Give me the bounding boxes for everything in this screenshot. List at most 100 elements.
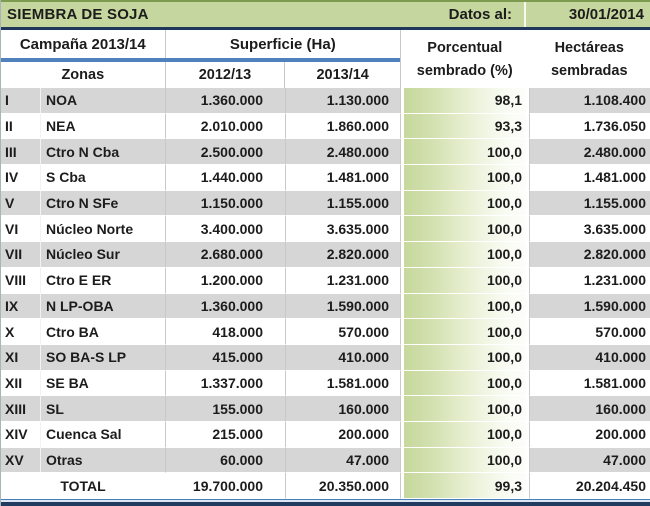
table-row: V Ctro N SFe 1.150.000 1.155.000 100,0 1… <box>1 190 650 217</box>
superficie-2012-cell: 1.360.000 <box>166 88 286 114</box>
percent-sown-cell: 93,3 <box>401 113 529 140</box>
hectares-sown-cell: 47.000 <box>529 447 650 474</box>
porcentual-header: Porcentual sembrado (%) <box>401 30 529 88</box>
percent-sown-cell: 100,0 <box>401 190 529 217</box>
bottom-border-rule-gap <box>1 500 650 502</box>
total-hectares-cell: 20.204.450 <box>529 473 650 499</box>
superficie-2012-cell: 155.000 <box>166 396 286 422</box>
percent-sown-cell: 100,0 <box>401 216 529 243</box>
total-superficie-2013-cell: 20.350.000 <box>286 473 401 499</box>
percent-sown-cell: 100,0 <box>401 165 529 191</box>
zone-name-cell: Ctro BA <box>41 319 166 345</box>
superficie-2013-cell: 1.481.000 <box>286 165 401 191</box>
hectares-sown-cell: 1.155.000 <box>529 190 650 217</box>
superficie-2013-cell: 1.231.000 <box>286 267 401 294</box>
superficie-header: Superficie (Ha) <box>229 35 336 53</box>
zone-name-cell: Otras <box>41 447 166 474</box>
superficie-2012-cell: 2.680.000 <box>166 242 286 268</box>
page-title: SIEMBRA DE SOJA <box>7 6 149 23</box>
hectares-sown-cell: 1.590.000 <box>529 293 650 320</box>
superficie-2012-cell: 1.337.000 <box>166 370 286 397</box>
superficie-2012-cell: 2.010.000 <box>166 113 286 140</box>
hectares-sown-cell: 410.000 <box>529 344 650 371</box>
porcentual-header-line1: Porcentual <box>427 39 503 56</box>
hectareas-header: Hectáreas sembradas <box>528 30 650 88</box>
superficie-2012-cell: 215.000 <box>166 421 286 448</box>
superficie-2013-cell: 1.155.000 <box>286 190 401 217</box>
table-row: XII SE BA 1.337.000 1.581.000 100,0 1.58… <box>1 370 650 397</box>
zone-number-cell: III <box>1 139 41 166</box>
zone-number-cell: VIII <box>1 267 41 294</box>
superficie-2013-cell: 47.000 <box>286 447 401 474</box>
zone-number-cell: XIII <box>1 396 41 422</box>
column-headers: Campaña 2013/14 Superficie (Ha) Zonas 20… <box>1 30 650 88</box>
percent-sown-cell: 100,0 <box>401 447 529 474</box>
superficie-2012-cell: 3.400.000 <box>166 216 286 243</box>
hectares-sown-cell: 1.581.000 <box>529 370 650 397</box>
hectares-sown-cell: 3.635.000 <box>529 216 650 243</box>
zone-name-cell: NOA <box>41 88 166 114</box>
superficie-2013-cell: 1.590.000 <box>286 293 401 320</box>
table-row: XIV Cuenca Sal 215.000 200.000 100,0 200… <box>1 421 650 448</box>
top-border-rule <box>1 0 650 2</box>
percent-sown-cell: 100,0 <box>401 396 529 422</box>
zone-number-cell: XII <box>1 370 41 397</box>
superficie-2012-cell: 2.500.000 <box>166 139 286 166</box>
title-underline-rule <box>1 27 650 30</box>
zone-number-cell: IX <box>1 293 41 320</box>
zone-name-cell: Cuenca Sal <box>41 421 166 448</box>
table-row: X Ctro BA 418.000 570.000 100,0 570.000 <box>1 319 650 345</box>
superficie-2013-cell: 1.130.000 <box>286 88 401 114</box>
header-blue-rule <box>1 58 400 62</box>
bottom-border-rule-dark <box>1 502 650 506</box>
header-row-years: Zonas 2012/13 2013/14 <box>1 62 400 88</box>
bottom-border-rule-light <box>1 499 650 500</box>
hectares-sown-cell: 1.108.400 <box>529 88 650 114</box>
table-row: I NOA 1.360.000 1.130.000 98,1 1.108.400 <box>1 88 650 114</box>
superficie-2013-cell: 3.635.000 <box>286 216 401 243</box>
total-row: TOTAL 19.700.000 20.350.000 99,3 20.204.… <box>1 473 650 499</box>
table-row: II NEA 2.010.000 1.860.000 93,3 1.736.05… <box>1 113 650 140</box>
table-row: VI Núcleo Norte 3.400.000 3.635.000 100,… <box>1 216 650 243</box>
total-label-cell: TOTAL <box>1 473 166 499</box>
percent-sown-cell: 100,0 <box>401 267 529 294</box>
zonas-header: Zonas <box>1 62 166 88</box>
title-cell-divider <box>524 2 526 27</box>
table-row: IV S Cba 1.440.000 1.481.000 100,0 1.481… <box>1 165 650 191</box>
zone-name-cell: SE BA <box>41 370 166 397</box>
percent-sown-cell: 98,1 <box>401 88 529 114</box>
superficie-2012-cell: 415.000 <box>166 344 286 371</box>
hectares-sown-cell: 2.480.000 <box>529 139 650 166</box>
total-percent-cell: 99,3 <box>401 473 529 499</box>
superficie-2012-cell: 1.200.000 <box>166 267 286 294</box>
superficie-2013-cell: 2.820.000 <box>286 242 401 268</box>
total-superficie-2012-cell: 19.700.000 <box>166 473 286 499</box>
zone-number-cell: XI <box>1 344 41 371</box>
zone-number-cell: XV <box>1 447 41 474</box>
hectares-sown-cell: 1.736.050 <box>529 113 650 140</box>
table-row: IX N LP-OBA 1.360.000 1.590.000 100,0 1.… <box>1 293 650 320</box>
superficie-2013-cell: 1.860.000 <box>286 113 401 140</box>
superficie-2013-cell: 410.000 <box>286 344 401 371</box>
zone-number-cell: IV <box>1 165 41 191</box>
zone-name-cell: SO BA-S LP <box>41 344 166 371</box>
zone-name-cell: Ctro E ER <box>41 267 166 294</box>
superficie-2013-cell: 570.000 <box>286 319 401 345</box>
table-row: III Ctro N Cba 2.500.000 2.480.000 100,0… <box>1 139 650 166</box>
zone-number-cell: II <box>1 113 41 140</box>
superficie-2012-cell: 60.000 <box>166 447 286 474</box>
title-bar: SIEMBRA DE SOJA Datos al: 30/01/2014 <box>1 2 650 27</box>
percent-sown-cell: 100,0 <box>401 421 529 448</box>
superficie-2012-cell: 418.000 <box>166 319 286 345</box>
hectares-sown-cell: 1.231.000 <box>529 267 650 294</box>
percent-sown-cell: 100,0 <box>401 370 529 397</box>
percent-sown-cell: 100,0 <box>401 319 529 345</box>
superficie-2012-cell: 1.150.000 <box>166 190 286 217</box>
zone-name-cell: N LP-OBA <box>41 293 166 320</box>
superficie-2013-cell: 1.581.000 <box>286 370 401 397</box>
table-row: VII Núcleo Sur 2.680.000 2.820.000 100,0… <box>1 242 650 268</box>
hectares-sown-cell: 2.820.000 <box>529 242 650 268</box>
table-row: VIII Ctro E ER 1.200.000 1.231.000 100,0… <box>1 267 650 294</box>
year-2013-14-header: 2013/14 <box>316 67 369 83</box>
